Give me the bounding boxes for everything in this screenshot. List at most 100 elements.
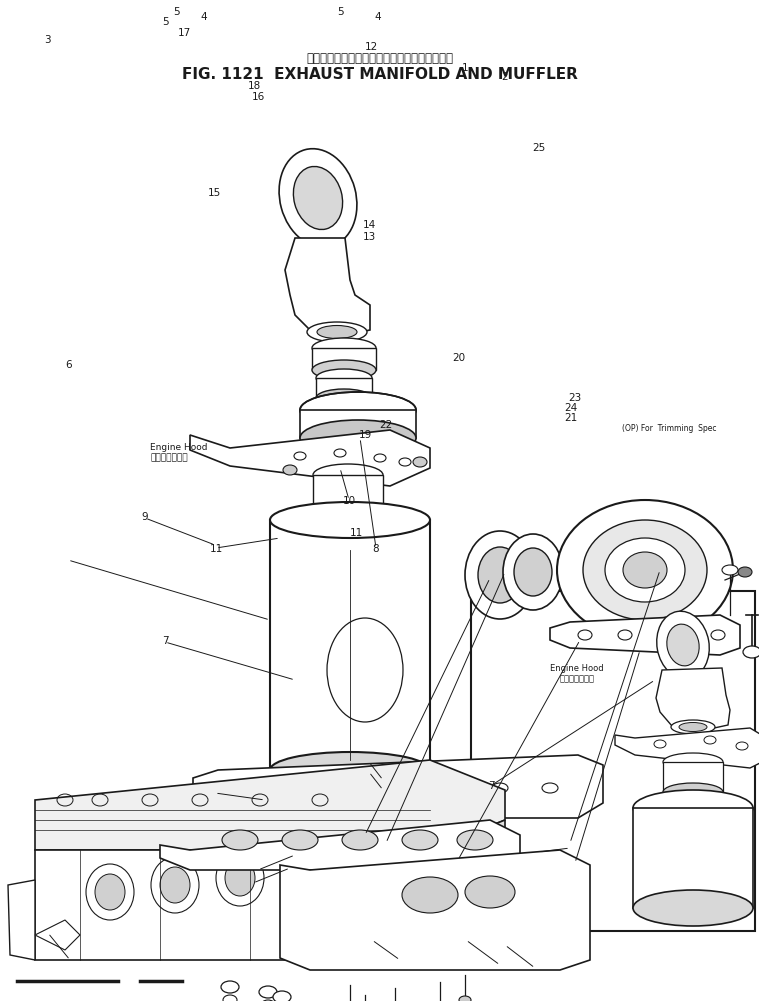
Bar xyxy=(663,762,723,792)
Ellipse shape xyxy=(313,464,383,486)
Text: 22: 22 xyxy=(379,420,392,430)
Bar xyxy=(270,520,430,770)
Text: 16: 16 xyxy=(251,92,265,102)
Text: Engine Hood: Engine Hood xyxy=(150,443,208,451)
Ellipse shape xyxy=(402,830,438,850)
Bar xyxy=(328,412,336,418)
Ellipse shape xyxy=(457,830,493,850)
Polygon shape xyxy=(285,238,370,335)
Ellipse shape xyxy=(514,548,552,596)
Ellipse shape xyxy=(313,516,383,538)
Ellipse shape xyxy=(259,986,277,998)
Text: 20: 20 xyxy=(452,353,465,363)
Text: 5: 5 xyxy=(337,7,343,17)
Bar xyxy=(380,401,388,407)
Polygon shape xyxy=(190,430,430,486)
Ellipse shape xyxy=(282,830,318,850)
Ellipse shape xyxy=(316,369,372,387)
Bar xyxy=(354,413,362,419)
Bar xyxy=(380,412,388,418)
Text: 21: 21 xyxy=(564,413,578,423)
Text: 11: 11 xyxy=(350,528,364,538)
Ellipse shape xyxy=(667,625,699,666)
Bar xyxy=(309,410,317,416)
Text: 15: 15 xyxy=(208,188,222,198)
Polygon shape xyxy=(35,850,430,960)
Text: 5: 5 xyxy=(162,17,168,27)
Ellipse shape xyxy=(286,847,334,903)
Bar xyxy=(633,808,753,908)
Text: 7: 7 xyxy=(489,781,495,791)
Polygon shape xyxy=(35,760,505,850)
Text: 3: 3 xyxy=(45,35,51,45)
Text: 4: 4 xyxy=(375,12,381,22)
Ellipse shape xyxy=(402,877,458,913)
Text: Engine Hood: Engine Hood xyxy=(550,665,603,673)
Text: 10: 10 xyxy=(342,495,356,506)
Ellipse shape xyxy=(300,392,416,428)
Bar xyxy=(399,403,407,409)
Bar xyxy=(302,407,310,413)
Text: 2: 2 xyxy=(502,72,508,82)
Ellipse shape xyxy=(316,389,372,407)
Ellipse shape xyxy=(623,552,667,588)
Bar xyxy=(313,475,383,527)
Polygon shape xyxy=(35,920,80,950)
Ellipse shape xyxy=(605,538,685,602)
Bar xyxy=(406,407,414,413)
Text: 1: 1 xyxy=(462,63,468,73)
Ellipse shape xyxy=(663,753,723,771)
Ellipse shape xyxy=(743,646,759,658)
Text: 13: 13 xyxy=(363,232,376,242)
Polygon shape xyxy=(193,755,603,818)
Ellipse shape xyxy=(294,166,342,229)
Text: エキゾースト　マニホールド　および　マフラ: エキゾースト マニホールド および マフラ xyxy=(306,52,453,64)
Ellipse shape xyxy=(300,420,416,456)
Polygon shape xyxy=(280,850,590,970)
Text: 14: 14 xyxy=(363,220,376,230)
Ellipse shape xyxy=(342,830,378,850)
Text: 9: 9 xyxy=(141,512,147,522)
Text: 4: 4 xyxy=(200,12,206,22)
Ellipse shape xyxy=(355,857,385,893)
Ellipse shape xyxy=(216,850,264,906)
Text: 17: 17 xyxy=(178,28,191,38)
Ellipse shape xyxy=(459,996,471,1001)
Ellipse shape xyxy=(671,720,715,734)
Ellipse shape xyxy=(465,876,515,908)
Polygon shape xyxy=(656,668,730,730)
Text: 25: 25 xyxy=(532,143,546,153)
Ellipse shape xyxy=(270,502,430,538)
Ellipse shape xyxy=(225,860,255,896)
Ellipse shape xyxy=(151,857,199,913)
Ellipse shape xyxy=(270,752,430,788)
Polygon shape xyxy=(160,820,520,870)
Ellipse shape xyxy=(86,864,134,920)
Text: FIG. 1121  EXHAUST MANIFOLD AND MUFFLER: FIG. 1121 EXHAUST MANIFOLD AND MUFFLER xyxy=(181,67,578,81)
Ellipse shape xyxy=(221,981,239,993)
Ellipse shape xyxy=(312,338,376,358)
Text: 18: 18 xyxy=(247,81,261,91)
Ellipse shape xyxy=(657,612,709,679)
Ellipse shape xyxy=(95,874,125,910)
Ellipse shape xyxy=(160,867,190,903)
Ellipse shape xyxy=(307,322,367,342)
Bar xyxy=(316,378,372,398)
Ellipse shape xyxy=(503,534,563,610)
Text: 24: 24 xyxy=(564,403,578,413)
Bar xyxy=(309,403,317,409)
Ellipse shape xyxy=(413,457,427,467)
Bar xyxy=(300,410,416,438)
Text: 8: 8 xyxy=(373,544,379,554)
Text: 6: 6 xyxy=(65,360,71,370)
Bar xyxy=(354,400,362,406)
Text: エンジンフード: エンジンフード xyxy=(150,453,188,461)
Ellipse shape xyxy=(722,565,738,575)
Polygon shape xyxy=(430,820,505,960)
Ellipse shape xyxy=(557,500,733,640)
Ellipse shape xyxy=(633,790,753,826)
Ellipse shape xyxy=(295,857,325,893)
Text: 11: 11 xyxy=(209,544,223,554)
Ellipse shape xyxy=(273,991,291,1001)
Polygon shape xyxy=(8,880,35,960)
